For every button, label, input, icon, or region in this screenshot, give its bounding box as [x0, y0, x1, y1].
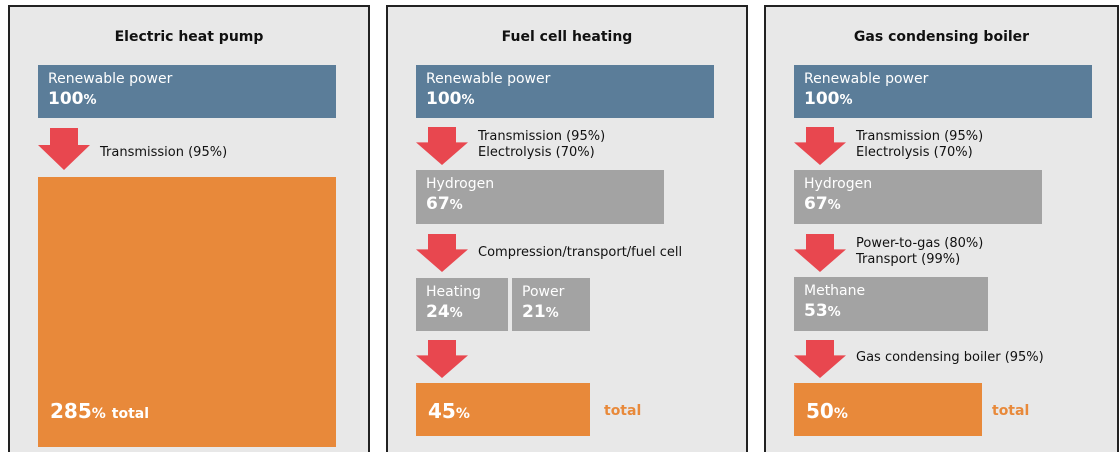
result: 50% — [806, 399, 848, 423]
box-unit: % — [545, 306, 559, 321]
box-unit: % — [449, 306, 463, 321]
result-box — [794, 383, 982, 436]
panel-title: Electric heat pump — [114, 29, 264, 45]
box-label: Renewable power — [804, 71, 929, 87]
step-line: Transmission (95%) — [856, 129, 984, 144]
arrow — [416, 127, 468, 165]
box-label: Renewable power — [48, 71, 173, 87]
result-note: total — [604, 403, 642, 419]
step-line: Transport (99%) — [856, 252, 961, 267]
box-unit: % — [827, 198, 841, 213]
box-unit: % — [461, 93, 475, 108]
box: Heating 24% — [416, 278, 508, 331]
box-unit: % — [827, 305, 841, 320]
box-value: 67 — [426, 194, 450, 214]
box: Power 21% — [512, 278, 590, 331]
result-box — [38, 177, 336, 447]
step-line: Transmission (95%) — [478, 129, 606, 144]
panel-title: Fuel cell heating — [501, 29, 633, 45]
arrow — [794, 234, 846, 272]
box-label: Power — [522, 284, 565, 300]
panel: Fuel cell heating Renewable power 100% T… — [386, 5, 748, 452]
box-value: 100 — [426, 89, 462, 109]
box-label: Hydrogen — [426, 176, 495, 192]
box-value: 53 — [804, 301, 828, 321]
box-label: Methane — [804, 283, 866, 299]
step-text: Gas condensing boiler (95%) — [856, 350, 1044, 365]
arrow — [416, 340, 468, 378]
box-label: Renewable power — [426, 71, 551, 87]
panel: Gas condensing boiler Renewable power 10… — [764, 5, 1119, 452]
step-line: Power-to-gas (80%) — [856, 236, 984, 251]
box-value: 67 — [804, 194, 828, 214]
arrow — [794, 127, 846, 165]
box: Hydrogen 67% — [794, 170, 1042, 224]
box-label: Hydrogen — [804, 176, 873, 192]
arrow — [794, 340, 846, 378]
box-unit: % — [839, 93, 853, 108]
result-value: 45 — [428, 399, 456, 423]
step-text: Transmission (95%) Electrolysis (70%) — [478, 129, 605, 161]
step-line: Electrolysis (70%) — [478, 145, 595, 160]
result-unit: % — [833, 406, 848, 422]
result-value: 50 — [806, 399, 834, 423]
step-text: Compression/transport/fuel cell — [478, 245, 683, 260]
source-box: Renewable power 100% — [794, 65, 1092, 118]
box-unit: % — [449, 198, 463, 213]
box: Hydrogen 67% — [416, 170, 664, 224]
result-unit: % — [455, 406, 470, 422]
result: 285% total — [50, 399, 149, 423]
result-note: total — [111, 406, 150, 422]
arrow — [416, 234, 468, 272]
box-value: 21 — [522, 302, 546, 322]
box-value: 100 — [48, 89, 84, 109]
step-text: Transmission (95%) — [100, 145, 228, 160]
box: Methane 53% — [794, 277, 988, 331]
step-line: Electrolysis (70%) — [856, 145, 973, 160]
step-text: Transmission (95%) Electrolysis (70%) — [856, 129, 983, 161]
result-note: total — [992, 403, 1030, 419]
panel-title: Gas condensing boiler — [853, 29, 1030, 45]
box-label: Heating — [426, 284, 481, 300]
box-unit: % — [83, 93, 97, 108]
panel: Electric heat pump Renewable power 100% … — [8, 5, 370, 452]
arrow — [38, 128, 90, 170]
box-value: 100 — [804, 89, 840, 109]
result-value: 285 — [50, 399, 92, 423]
result-box — [416, 383, 590, 436]
source-box: Renewable power 100% — [416, 65, 714, 118]
result: 45% — [428, 399, 470, 423]
source-box: Renewable power 100% — [38, 65, 336, 118]
result-unit: % — [91, 406, 106, 422]
step-text: Power-to-gas (80%) Transport (99%) — [856, 236, 983, 268]
box-value: 24 — [426, 302, 450, 322]
